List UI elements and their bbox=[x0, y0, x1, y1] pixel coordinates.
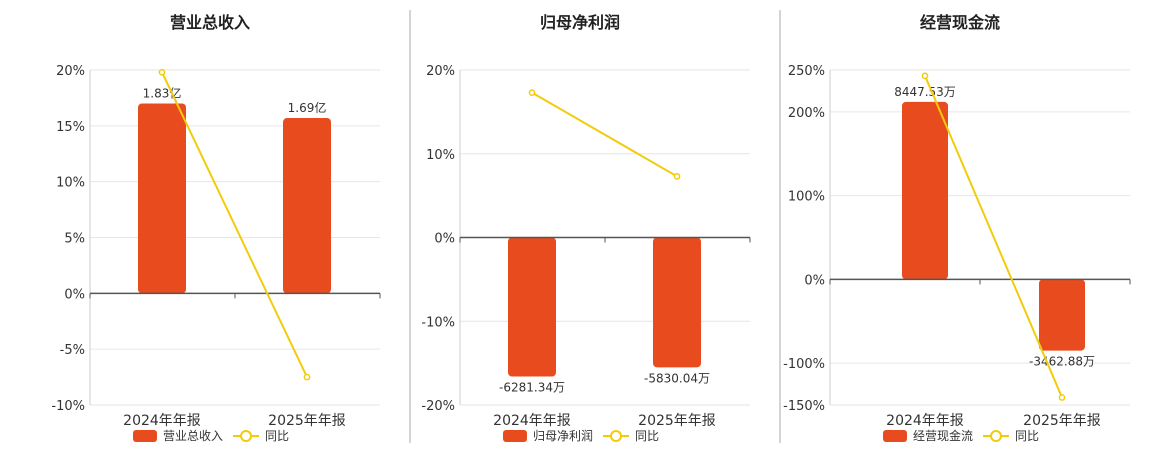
yoy-point bbox=[158, 68, 166, 76]
bar bbox=[508, 237, 556, 377]
bar bbox=[283, 118, 331, 294]
bar-data-label: 8447.53万 bbox=[894, 85, 956, 99]
yoy-point bbox=[1058, 394, 1066, 401]
legend-bar-label: 营业总收入 bbox=[163, 429, 223, 443]
chart-title: 经营现金流 bbox=[920, 13, 1000, 32]
bar-data-label: 1.83亿 bbox=[143, 86, 182, 101]
legend-line-marker bbox=[240, 430, 252, 442]
legend-line-marker bbox=[610, 430, 622, 442]
y-tick-label: -10% bbox=[421, 315, 455, 330]
chart-panel-cash-flow: 经营现金流 250% 200% 100% 0% -100% -150% 8447.53万 -34… bbox=[783, 13, 1131, 443]
legend-line-marker bbox=[990, 430, 1002, 442]
x-category-label: 2024年年报 bbox=[493, 413, 571, 429]
yoy-point bbox=[673, 173, 681, 180]
chart-panel-net-profit: 归母净利润 20% 10% 0% -10% -20% -6281.34万 -5830.04万 2… bbox=[421, 13, 751, 443]
y-tick-label: 250% bbox=[788, 64, 825, 79]
yoy-line bbox=[531, 91, 678, 178]
y-tick-label: 10% bbox=[426, 148, 455, 163]
chart-title: 营业总收入 bbox=[170, 13, 250, 32]
y-tick-label: 0% bbox=[64, 287, 85, 302]
y-tick-label: 100% bbox=[788, 190, 825, 205]
legend-line-label: 同比 bbox=[635, 429, 659, 443]
bar-data-label: -3462.88万 bbox=[1029, 355, 1095, 369]
yoy-point bbox=[921, 72, 929, 80]
bar bbox=[138, 103, 186, 294]
x-category-label: 2024年年报 bbox=[886, 413, 964, 429]
yoy-line bbox=[161, 71, 308, 378]
y-tick-label: 0% bbox=[804, 273, 825, 288]
legend-bar-label: 经营现金流 bbox=[913, 428, 973, 443]
chart-title: 归母净利润 bbox=[540, 13, 620, 32]
x-category-label: 2025年年报 bbox=[638, 413, 716, 429]
y-tick-label: 0% bbox=[434, 232, 455, 247]
bar bbox=[653, 237, 701, 368]
bar bbox=[902, 101, 948, 280]
y-tick-label: -5% bbox=[60, 343, 85, 358]
bar-data-label: -5830.04万 bbox=[644, 371, 710, 385]
y-tick-label: 5% bbox=[64, 232, 85, 247]
y-tick-label: 15% bbox=[56, 120, 85, 135]
yoy-point bbox=[303, 373, 311, 381]
y-tick-label: -150% bbox=[783, 399, 825, 414]
legend-bar-swatch bbox=[133, 430, 157, 442]
y-tick-label: -20% bbox=[421, 399, 455, 414]
y-tick-label: 20% bbox=[426, 64, 455, 79]
x-category-label: 2025年年报 bbox=[268, 413, 346, 429]
y-tick-label: -10% bbox=[51, 399, 85, 414]
yoy-line bbox=[924, 75, 1063, 398]
y-tick-label: -100% bbox=[783, 357, 825, 372]
y-tick-label: 200% bbox=[788, 106, 825, 121]
legend-line-label: 同比 bbox=[265, 429, 289, 443]
bar-data-label: 1.69亿 bbox=[288, 100, 327, 115]
x-category-label: 2024年年报 bbox=[123, 413, 201, 429]
legend-bar-swatch bbox=[883, 430, 907, 442]
y-tick-label: 20% bbox=[56, 64, 85, 79]
y-tick-label: 10% bbox=[56, 176, 85, 191]
bar-data-label: -6281.34万 bbox=[499, 381, 565, 395]
legend-bar-label: 归母净利润 bbox=[533, 429, 593, 443]
yoy-point bbox=[528, 89, 536, 96]
bar bbox=[1039, 279, 1085, 351]
chart-panel-revenue: 营业总收入 20% 15% 10% 5% 0% -5% -10% 1.83亿 1.69亿 2024年… bbox=[51, 13, 381, 443]
x-category-label: 2025年年报 bbox=[1023, 413, 1101, 429]
legend-bar-swatch bbox=[503, 430, 527, 442]
legend-line-label: 同比 bbox=[1015, 429, 1039, 443]
